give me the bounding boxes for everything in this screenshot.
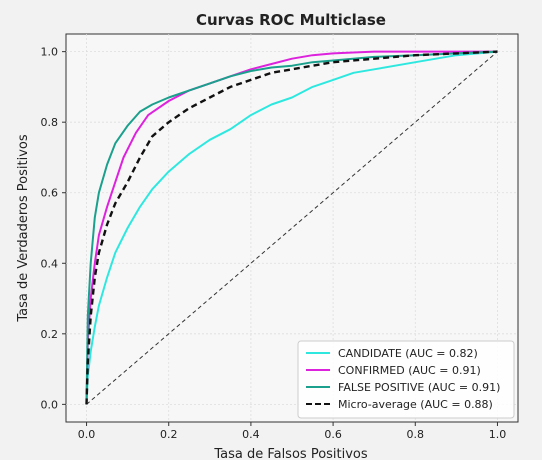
legend-label-3: Micro-average (AUC = 0.88)	[338, 398, 493, 411]
x-tick-label: 1.0	[489, 428, 507, 441]
x-tick-label: 0.6	[324, 428, 342, 441]
series-line-2	[85, 50, 498, 405]
x-tick-label: 0.2	[160, 428, 178, 441]
x-axis-label: Tasa de Falsos Positivos	[213, 447, 368, 460]
legend-label-2: FALSE POSITIVE (AUC = 0.91)	[338, 381, 500, 394]
chance-diagonal-line	[86, 51, 498, 405]
series-line-3	[85, 50, 498, 405]
legend: CANDIDATE (AUC = 0.82) CONFIRMED (AUC = 0…	[297, 340, 515, 419]
legend-label-0: CANDIDATE (AUC = 0.82)	[338, 347, 478, 360]
x-tick-label: 0.4	[242, 428, 260, 441]
series-line-0	[85, 50, 498, 405]
y-tick-label: 0.8	[41, 116, 59, 129]
chart-title: Curvas ROC Multiclase	[196, 11, 386, 29]
series-lines	[85, 50, 498, 405]
y-tick-label: 0.0	[41, 398, 59, 411]
legend-box	[297, 340, 515, 419]
axes: 0.0 0.2 0.4 0.6 0.8 1.0 0.0 0.2 0.4 0.6 0.8 1.0	[41, 46, 507, 441]
y-axis-label: Tasa de Verdaderos Positivos	[16, 134, 31, 322]
x-tick-label: 0.8	[407, 428, 425, 441]
y-tick-label: 0.4	[41, 257, 59, 270]
y-tick-label: 0.6	[41, 187, 59, 200]
y-tick-label: 1.0	[41, 46, 59, 59]
y-tick-label: 0.2	[41, 328, 59, 341]
x-tick-label: 0.0	[78, 428, 96, 441]
legend-label-1: CONFIRMED (AUC = 0.91)	[338, 364, 481, 377]
